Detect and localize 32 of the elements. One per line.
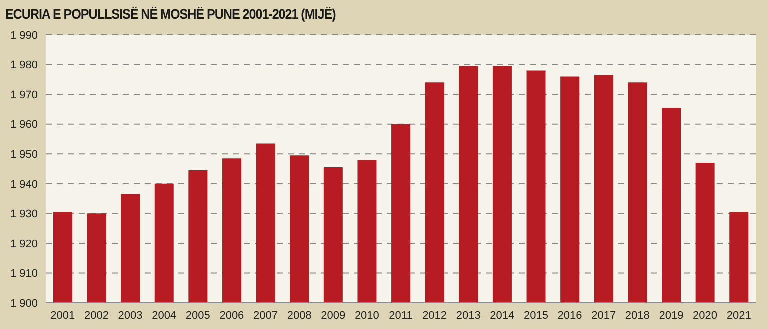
- x-tick-label: 2008: [287, 310, 312, 322]
- y-tick-label: 1 930: [10, 208, 38, 221]
- y-tick-label: 1 990: [10, 30, 38, 42]
- x-tick-label: 2013: [456, 310, 481, 322]
- x-tick-label: 2016: [558, 310, 582, 322]
- y-tick-label: 1 910: [10, 268, 38, 280]
- x-tick-label: 2019: [659, 310, 684, 322]
- x-tick-label: 2010: [354, 310, 380, 322]
- x-tick-label: 2017: [592, 310, 616, 322]
- x-tick-label: 2005: [186, 310, 210, 322]
- x-tick-label: 2015: [524, 310, 548, 322]
- y-tick-label: 1 970: [10, 89, 38, 102]
- x-tick-label: 2011: [389, 310, 413, 322]
- y-tick-label: 1 940: [10, 178, 38, 191]
- x-tick-label: 2003: [118, 310, 143, 322]
- x-tick-label: 2001: [50, 310, 76, 322]
- y-tick-label: 1 950: [10, 149, 38, 162]
- y-tick-label: 1 900: [10, 298, 38, 310]
- chart-title: ECURIA E POPULLSISË NË MOSHË PUNE 2001-2021 (MIJË): [4, 5, 337, 24]
- y-tick-label: 1 960: [10, 119, 38, 132]
- x-tick-label: 2020: [693, 310, 718, 322]
- x-tick-label: 2007: [254, 310, 278, 322]
- x-tick-label: 2014: [490, 310, 515, 322]
- x-tick-label: 2018: [625, 310, 650, 322]
- y-tick-label: 1 980: [10, 60, 38, 72]
- x-tick-label: 2006: [220, 310, 244, 322]
- y-tick-label: 1 920: [10, 238, 38, 250]
- x-tick-label: 2012: [422, 310, 448, 322]
- x-tick-label: 2004: [152, 310, 177, 322]
- x-tick-label: 2009: [321, 310, 346, 322]
- x-tick-label: 2002: [84, 310, 109, 322]
- x-tick-label: 2021: [726, 310, 752, 322]
